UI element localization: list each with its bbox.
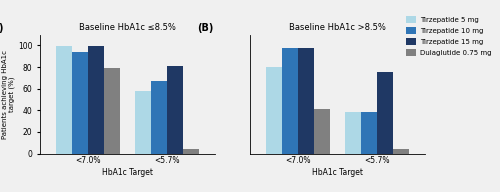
- Bar: [266, 67, 282, 154]
- Y-axis label: Patients achieving HbA1c
target (%): Patients achieving HbA1c target (%): [2, 50, 15, 139]
- Bar: [298, 48, 314, 154]
- X-axis label: HbA1c Target: HbA1c Target: [312, 168, 363, 177]
- Bar: [56, 46, 72, 154]
- Text: (B): (B): [198, 23, 214, 33]
- Bar: [152, 81, 168, 154]
- X-axis label: HbA1c Target: HbA1c Target: [102, 168, 153, 177]
- Bar: [314, 109, 330, 154]
- Bar: [72, 52, 88, 154]
- Bar: [168, 66, 183, 154]
- Bar: [183, 149, 199, 154]
- Title: Baseline HbA1c >8.5%: Baseline HbA1c >8.5%: [289, 23, 386, 32]
- Bar: [88, 46, 104, 154]
- Bar: [378, 72, 393, 154]
- Bar: [282, 48, 298, 154]
- Bar: [136, 91, 152, 154]
- Bar: [346, 113, 362, 154]
- Bar: [362, 113, 378, 154]
- Legend: Tirzepatide 5 mg, Tirzepatide 10 mg, Tirzepatide 15 mg, Dulaglutide 0.75 mg: Tirzepatide 5 mg, Tirzepatide 10 mg, Tir…: [403, 13, 494, 59]
- Bar: [104, 68, 120, 154]
- Bar: [393, 149, 409, 154]
- Text: (A): (A): [0, 23, 4, 33]
- Title: Baseline HbA1c ≤8.5%: Baseline HbA1c ≤8.5%: [79, 23, 176, 32]
